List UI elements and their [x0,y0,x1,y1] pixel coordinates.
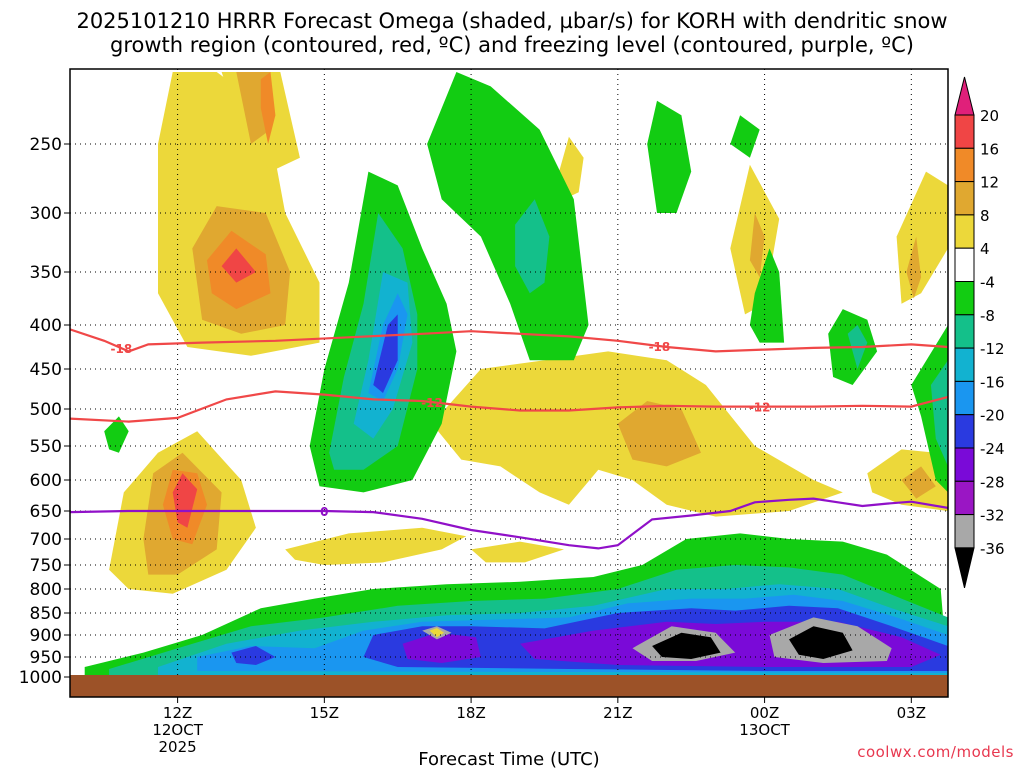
y-tick-label: 450 [30,360,62,380]
colorbar-segment [954,380,975,416]
colorbar-segment [954,514,975,549]
colorbar-label: -28 [980,473,1005,491]
omega-region [231,646,276,665]
y-tick-label: 300 [30,204,62,224]
colorbar-segment [954,480,975,516]
colorbar-bottom-arrow [954,547,975,589]
colorbar-segment [954,347,975,382]
colorbar-segment [954,181,975,216]
y-tick-label: 600 [30,471,62,491]
colorbar-segment [954,214,975,249]
colorbar-label: -36 [980,540,1005,558]
plot-frame [69,68,949,698]
x-tick-label: 15Z [310,704,339,722]
x-tick-label: 18Z [456,704,485,722]
omega-region [647,100,692,213]
omega-region [104,416,129,453]
omega-region [730,115,760,158]
x-tick-label: 13OCT [739,721,790,739]
colorbar-segment [954,281,975,316]
colorbar-label: -16 [980,373,1005,391]
contour-line [70,390,948,423]
y-tick-label: 400 [30,316,62,336]
y-tick-label: 950 [30,648,62,668]
omega-region [260,72,276,144]
y-axis-pressure: 2503003504004505005506006507007508008509… [19,135,70,688]
colorbar-segment [954,247,975,282]
y-tick-label: 350 [30,263,62,283]
contour-label: -12 [749,401,771,415]
omega-region [427,72,589,361]
y-tick-label: 650 [30,502,62,522]
x-axis-label: Forecast Time (UTC) [418,749,599,768]
contour-label: -18 [649,340,671,354]
omega-region [471,541,564,563]
contour-label: 0 [320,505,328,519]
colorbar-label: -12 [980,340,1005,358]
colorbar-segment [954,147,975,183]
colorbar-segment [954,447,975,482]
omega-region [285,527,467,565]
omega-region [515,199,550,294]
y-tick-label: 800 [30,580,62,600]
omega-region [749,213,765,278]
y-tick-label: 700 [30,530,62,550]
y-tick-label: 900 [30,626,62,646]
colorbar-label: 20 [980,107,999,125]
omega-region [930,360,948,467]
contour-line [70,328,948,353]
colorbar-label: 16 [980,140,999,158]
y-tick-label: 850 [30,604,62,624]
ground-terrain [70,675,948,697]
x-tick-label: 00Z [750,704,779,722]
colorbar-label: 4 [980,240,990,258]
colorbar-label: -32 [980,507,1005,525]
colorbar-label: -8 [980,307,995,325]
y-tick-label: 250 [30,135,62,155]
colorbar-top-arrow [954,76,975,116]
colorbar-segment [954,114,975,149]
omega-region [402,632,481,663]
omega-region [901,466,936,499]
omega-region [617,401,701,467]
contour-lines: -18 -18 -12 -12 0 [70,328,948,550]
colorbar-legend: 20 16 12 8 4 -4 -8 -12 -16 -20 -24 -28 -32 -36 [954,76,1005,589]
omega-region [373,314,398,393]
colorbar-segment [954,414,975,449]
x-tick-label: 03Z [897,704,926,722]
colorbar-label: 8 [980,207,990,225]
x-tick-label: 21Z [603,704,632,722]
omega-region [906,236,922,299]
omega-region [652,632,721,659]
omega-region [172,473,198,528]
colorbar-label: -20 [980,407,1005,425]
colorbar-label: -4 [980,274,995,292]
y-tick-label: 1000 [19,668,62,688]
y-tick-label: 550 [30,437,62,457]
contour-line [70,497,948,550]
omega-shaded-fields [84,72,948,677]
contour-label: -18 [111,342,133,356]
contour-label: -12 [421,396,443,410]
credit-text: coolwx.com/models [857,743,1014,761]
colorbar-segment [954,314,975,349]
x-tick-label: 12OCT [152,721,203,739]
x-tick-label: 12Z [163,704,192,722]
chart-title-line1: 2025101210 HRRR Forecast Omega (shaded, … [76,9,948,33]
chart-title-line2: growth region (contoured, red, ºC) and f… [110,33,914,57]
x-tick-label: 2025 [159,738,197,756]
y-tick-label: 500 [30,400,62,420]
omega-region [221,248,256,283]
omega-region [789,626,853,659]
y-tick-label: 750 [30,556,62,576]
colorbar-label: 12 [980,174,999,192]
colorbar-label: -24 [980,440,1005,458]
omega-region [911,325,948,493]
